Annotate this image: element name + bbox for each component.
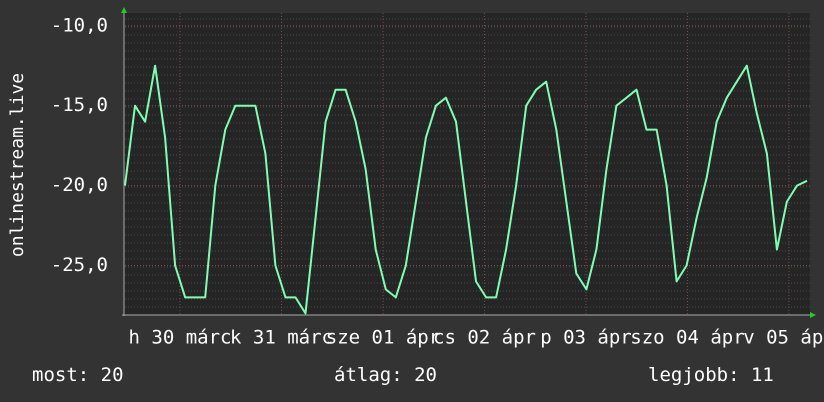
- y-arrow: [121, 7, 127, 13]
- x-tick-label: p 03 ápr: [540, 327, 632, 349]
- y-tick-label: -10,0: [51, 14, 108, 36]
- grid: [125, 13, 810, 315]
- y-tick-label: -25,0: [51, 254, 108, 276]
- y-tick-label: -15,0: [51, 94, 108, 116]
- y-tick-label: -20,0: [51, 174, 108, 196]
- y-axis-label: onlinestream.live: [7, 73, 28, 257]
- x-tick-label: sze 01 ápr: [326, 327, 440, 349]
- plot-area: [124, 13, 810, 315]
- series-line: [124, 64, 808, 315]
- x-tick-label: cs 02 ápr: [433, 327, 536, 349]
- x-arrow: [810, 312, 816, 318]
- x-tick-label: h 30 márc: [129, 327, 232, 349]
- footer-average: átlag: 20: [334, 364, 437, 386]
- footer-current: most: 20: [32, 364, 124, 386]
- footer-best: legjobb: 11: [648, 364, 774, 386]
- x-tick-label: v 05 ápr: [743, 327, 824, 349]
- x-tick-label: szo 04 ápr: [630, 327, 744, 349]
- x-tick-label: k 31 márc: [230, 327, 333, 349]
